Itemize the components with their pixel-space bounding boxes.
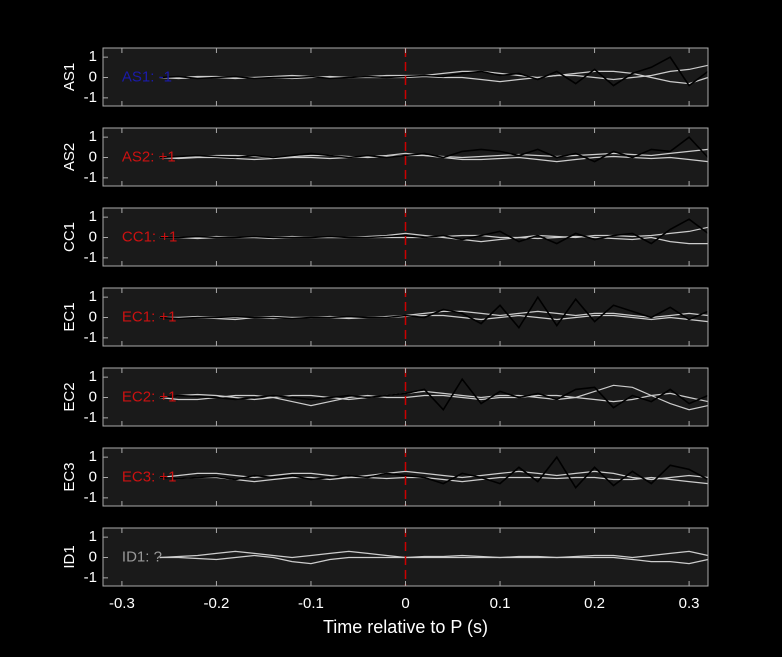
trace <box>159 554 709 565</box>
y-tick-label: 0 <box>89 68 97 85</box>
x-axis-label: Time relative to P (s) <box>323 617 488 637</box>
x-tick-label: -0.1 <box>298 595 324 612</box>
y-tick-label: 0 <box>89 468 97 485</box>
y-tick-label: 1 <box>89 128 97 145</box>
trace <box>159 152 709 163</box>
trace <box>159 550 709 559</box>
y-tick-label: 0 <box>89 308 97 325</box>
y-axis-label: AS2 <box>61 143 78 171</box>
y-tick-label: -1 <box>84 489 97 506</box>
y-axis-label: AS1 <box>61 63 78 91</box>
trace <box>159 295 709 330</box>
y-tick-label: -1 <box>84 329 97 346</box>
y-axis-label: EC3 <box>61 462 78 491</box>
x-tick-label: 0.3 <box>679 595 700 612</box>
x-tick-label: 0.2 <box>584 595 605 612</box>
trace-label: CC1: +1 <box>122 228 177 245</box>
trace <box>159 455 709 490</box>
trace-label: EC3: +1 <box>122 468 177 485</box>
trace-label: EC1: +1 <box>122 308 177 325</box>
y-axis-label: EC2 <box>61 382 78 411</box>
y-axis-label: ID1 <box>61 545 78 568</box>
trace <box>159 136 709 163</box>
y-tick-label: 1 <box>89 528 97 545</box>
trace-label: EC2: +1 <box>122 388 177 405</box>
y-tick-label: 0 <box>89 548 97 565</box>
trace-label: AS2: +1 <box>122 148 176 165</box>
y-tick-label: -1 <box>84 169 97 186</box>
trace-label: AS1: -1 <box>122 68 172 85</box>
x-tick-label: 0.1 <box>490 595 511 612</box>
y-tick-label: 1 <box>89 208 97 225</box>
y-axis-label: CC1 <box>61 222 78 252</box>
y-tick-label: 1 <box>89 48 97 65</box>
x-tick-label: -0.2 <box>204 595 230 612</box>
y-axis-label: EC1 <box>61 302 78 331</box>
trace <box>159 392 709 407</box>
trace-label: ID1: ? <box>122 548 162 565</box>
y-tick-label: 1 <box>89 368 97 385</box>
y-tick-label: 1 <box>89 448 97 465</box>
x-tick-label: 0 <box>401 595 409 612</box>
y-tick-label: -1 <box>84 89 97 106</box>
trace <box>159 56 709 87</box>
y-tick-label: -1 <box>84 569 97 586</box>
y-tick-label: -1 <box>84 249 97 266</box>
y-tick-label: 1 <box>89 288 97 305</box>
trace <box>159 476 709 485</box>
trace <box>159 218 709 245</box>
y-tick-label: 0 <box>89 148 97 165</box>
trace <box>159 470 709 481</box>
y-tick-label: 0 <box>89 228 97 245</box>
x-tick-label: -0.3 <box>109 595 135 612</box>
trace <box>159 377 709 412</box>
trace <box>159 384 709 411</box>
y-tick-label: 0 <box>89 388 97 405</box>
y-tick-label: -1 <box>84 409 97 426</box>
